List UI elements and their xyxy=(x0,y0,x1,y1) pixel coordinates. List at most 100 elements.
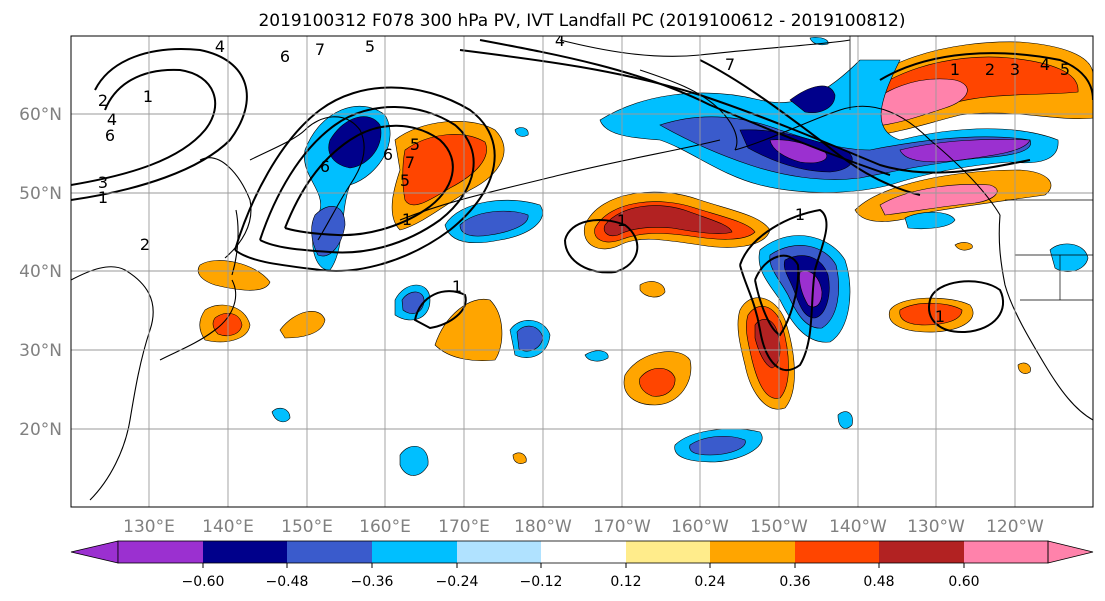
contour-label: 1 xyxy=(935,307,945,326)
shade-coast-negative xyxy=(1049,243,1089,272)
colorbar-bin xyxy=(287,541,372,563)
contour-label: 4 xyxy=(107,110,117,129)
contour-kamchatka-trough-1 xyxy=(234,86,496,272)
contour-label: 2 xyxy=(985,60,995,79)
lon-tick-label: 170°W xyxy=(593,517,651,537)
contour-label: 3 xyxy=(98,173,108,192)
shade-canada-core xyxy=(879,184,998,216)
colorbar-bin xyxy=(710,541,795,563)
contour-label: 1 xyxy=(402,210,412,229)
contours xyxy=(71,39,1093,372)
contour-label: 5 xyxy=(1060,60,1070,79)
colorbar-frame xyxy=(117,540,1049,564)
colorbar-bin xyxy=(879,541,964,563)
contour-alaska-jet-2 xyxy=(479,39,891,176)
coast-kamchatka xyxy=(304,116,365,241)
contour-label: 5 xyxy=(400,171,410,190)
coast-aleutians xyxy=(399,139,721,221)
shade-japan-positive-core xyxy=(212,312,243,336)
colorbar-tick-label: 0.60 xyxy=(948,574,979,590)
shade-spot-negative-4 xyxy=(837,411,853,429)
shade-west-positive-2 xyxy=(279,311,326,339)
lon-tick-labels: 130°E 140°E 150°E 160°E 170°E 180°W 170°… xyxy=(123,517,1044,537)
map-frame xyxy=(70,35,1094,508)
contour-label: 1 xyxy=(98,188,108,207)
contour-label: 7 xyxy=(405,153,415,172)
gridlines xyxy=(71,36,1093,507)
coast-alaska-south xyxy=(734,105,1001,216)
contour-label: 4 xyxy=(555,31,565,50)
contour-trough-inner xyxy=(754,254,800,337)
colorbar-bin xyxy=(457,541,541,563)
shade-central-negative-core xyxy=(459,210,529,237)
contour-label: 6 xyxy=(383,145,393,164)
colorbar-bin xyxy=(372,541,457,563)
colorbar-tick-label: 0.48 xyxy=(863,574,894,590)
contour-label: 5 xyxy=(365,37,375,56)
pv-shading xyxy=(197,36,1093,476)
shade-spot-positive-3 xyxy=(1017,362,1031,374)
colorbar-bin xyxy=(964,541,1048,563)
colorbar-ticks xyxy=(202,563,965,568)
colorbar: −0.60 −0.48 −0.36 −0.24 −0.12 0.12 0.24 … xyxy=(70,540,1094,590)
contour-labels: 4 6 7 5 4 2 1 4 6 3 1 7 5 1 1 1 1 1 6 6 … xyxy=(98,31,1070,326)
shade-spot-negative-2 xyxy=(399,446,429,476)
contour-label: 1 xyxy=(143,87,153,106)
contour-label: 5 xyxy=(410,135,420,154)
shade-spot-positive-1 xyxy=(639,281,666,298)
contour-kamchatka-trough-2 xyxy=(259,106,475,254)
map-title: 2019100312 F078 300 hPa PV, IVT Landfall… xyxy=(258,11,905,31)
shade-spot-negative-1 xyxy=(584,350,609,362)
lat-tick-label: 30°N xyxy=(19,341,62,361)
shade-bc-negative xyxy=(899,139,1031,163)
contour-kamchatka-trough-3 xyxy=(284,124,454,237)
contour-label: 7 xyxy=(315,40,325,59)
colorbar-bin xyxy=(626,541,710,563)
colorbar-bin xyxy=(203,541,287,563)
contour-alaska-jet-1 xyxy=(459,49,1031,174)
shade-kamchatka-negative-core xyxy=(328,116,382,169)
contour-label: 6 xyxy=(280,47,290,66)
shade-spot-positive-2 xyxy=(954,242,973,251)
colorbar-tick-label: −0.48 xyxy=(266,574,309,590)
lon-tick-label: 120°W xyxy=(986,517,1044,537)
lat-tick-label: 50°N xyxy=(19,184,62,204)
contour-trough-east xyxy=(739,208,828,372)
colorbar-bin xyxy=(118,541,203,563)
lon-tick-label: 170°E xyxy=(438,517,490,537)
lon-tick-label: 160°W xyxy=(671,517,729,537)
colorbar-bin xyxy=(541,541,626,563)
shade-spot-negative-5 xyxy=(514,127,529,137)
shade-kamchatka-positive-core xyxy=(402,134,487,206)
lat-tick-label: 40°N xyxy=(19,262,62,282)
colorbar-tick-label: −0.12 xyxy=(520,574,563,590)
contour-label: 6 xyxy=(105,126,115,145)
colorbar-bin xyxy=(795,541,879,563)
lon-tick-label: 160°E xyxy=(359,517,411,537)
colorbar-tick-label: −0.36 xyxy=(351,574,394,590)
lon-tick-label: 130°E xyxy=(123,517,175,537)
lon-tick-label: 150°W xyxy=(750,517,808,537)
shade-alaska-north-negative xyxy=(789,85,836,113)
colorbar-tick-label: 0.12 xyxy=(610,574,641,590)
contour-label: 2 xyxy=(98,91,108,110)
colorbar-tick-labels: −0.60 −0.48 −0.36 −0.24 −0.12 0.12 0.24 … xyxy=(182,574,980,590)
contour-label: 1 xyxy=(452,277,462,296)
contour-gulf-alaska xyxy=(879,52,1093,101)
colorbar-tick-label: 0.36 xyxy=(779,574,810,590)
contour-label: 4 xyxy=(215,37,225,56)
lat-tick-labels: 60°N 50°N 40°N 30°N 20°N xyxy=(19,105,62,440)
contour-label: 3 xyxy=(1010,60,1020,79)
contour-label: 7 xyxy=(725,55,735,74)
shade-spot-negative-3 xyxy=(271,407,291,423)
borders xyxy=(849,36,1093,301)
contour-central-low xyxy=(564,219,639,274)
colorbar-extend-low xyxy=(70,540,119,564)
coast-siberia xyxy=(199,157,252,259)
lon-tick-label: 140°E xyxy=(202,517,254,537)
contour-label: 1 xyxy=(795,205,805,224)
colorbar-tick-label: −0.24 xyxy=(436,574,479,590)
contour-west-ridge xyxy=(71,48,248,201)
lon-tick-label: 130°W xyxy=(907,517,965,537)
